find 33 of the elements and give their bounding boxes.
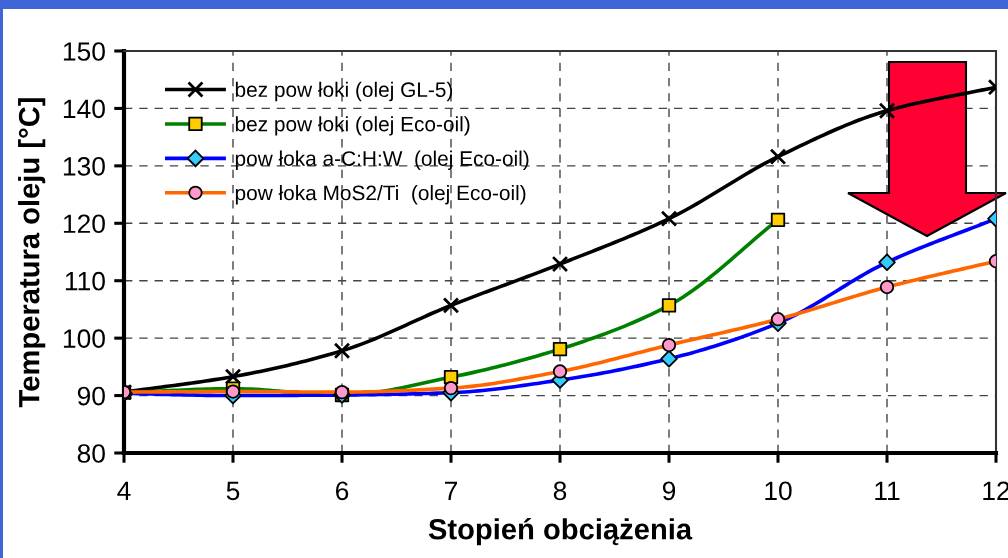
x-tick-label: 7 (445, 481, 458, 500)
x-axis-title: Stopień obciążenia (428, 517, 693, 546)
x-tick-label: 8 (553, 481, 567, 501)
x-tick-label: 9 (662, 481, 676, 501)
x-tick-label: 5 (226, 481, 240, 501)
legend-label: pow łoka a-C:H:W (olej Eco-oil) (235, 150, 529, 170)
y-tick-label: 140 (63, 99, 105, 119)
x-tick-label: 4 (117, 481, 131, 500)
x-tick-label: 11 (875, 481, 900, 500)
y-tick-label: 110 (65, 271, 105, 291)
point (660, 210, 678, 228)
x-tick-label: 10 (765, 481, 792, 501)
y-tick-label: 100 (63, 329, 105, 348)
point (442, 297, 460, 314)
point (661, 298, 677, 313)
point (878, 102, 896, 120)
point (333, 342, 351, 360)
legend-label: bez pow łoki (olej Eco-oil) (235, 116, 470, 136)
point (770, 212, 786, 227)
point (552, 341, 568, 357)
y-tick-label: 90 (77, 386, 105, 406)
legend-label: pow łoka MoS2/Ti (olej Eco-oil) (235, 185, 526, 205)
point (769, 148, 787, 165)
point (443, 370, 459, 385)
y-tick-label: 80 (77, 444, 105, 463)
legend-label: bez pow łoki (olej GL-5) (235, 81, 453, 102)
x-tick-label: 6 (336, 481, 349, 501)
point (224, 368, 242, 385)
y-tick-label: 130 (63, 156, 105, 176)
point (551, 255, 569, 273)
y-axis-title: Temperatura oleju [°C] (18, 98, 46, 408)
y-tick-label: 150 (63, 42, 105, 61)
y-tick-label: 120 (63, 214, 105, 234)
